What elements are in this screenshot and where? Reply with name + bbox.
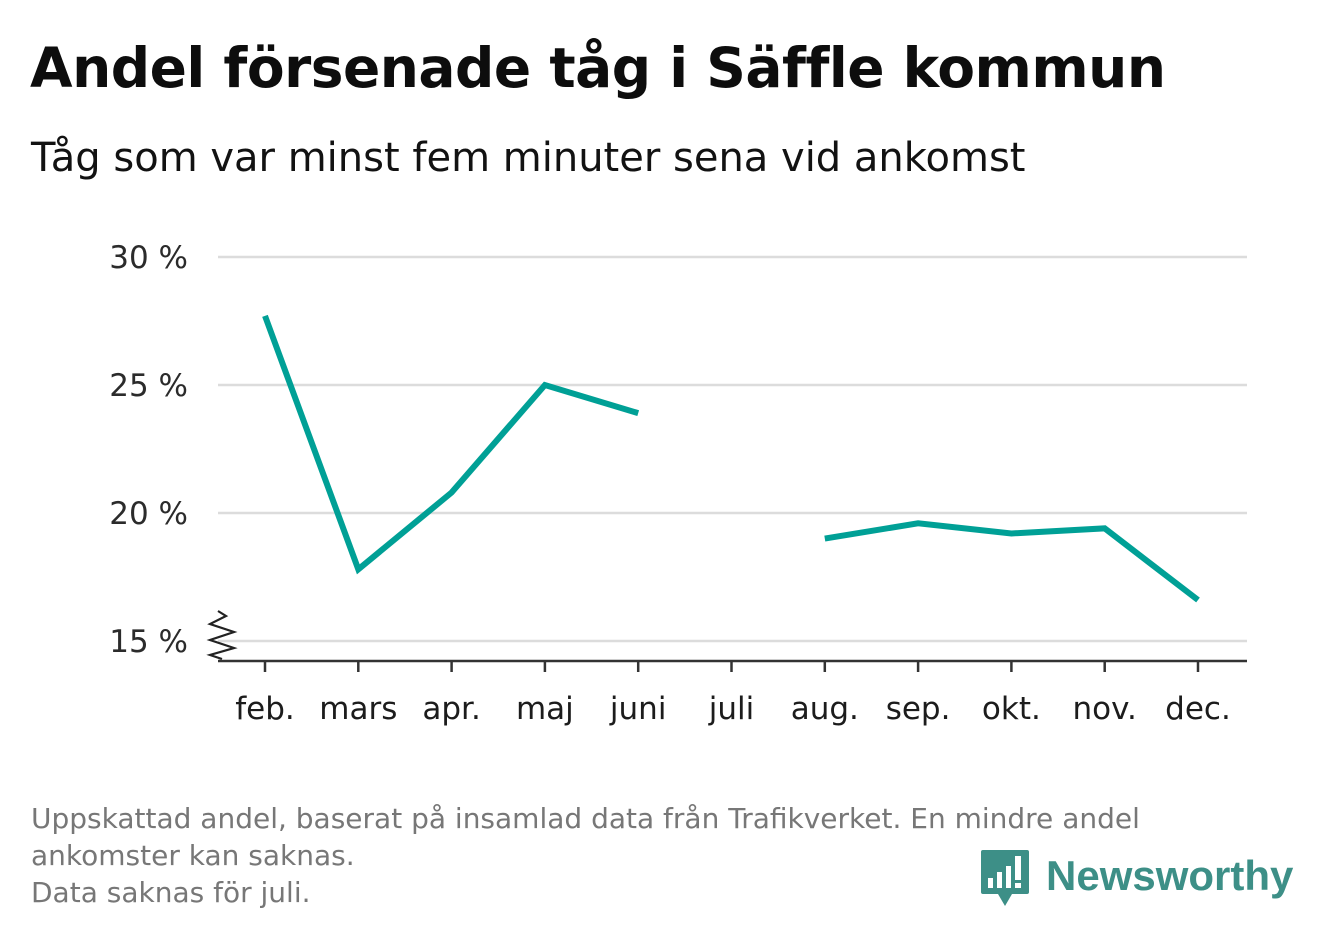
y-tick-label: 25 %: [109, 368, 188, 404]
brand-name: Newsworthy: [1046, 852, 1294, 899]
gridlines: [206, 255, 1247, 661]
series-lines: [262, 314, 1200, 603]
x-tick-label: nov.: [1072, 691, 1136, 727]
series-line: [262, 314, 640, 575]
brand-logo: Newsworthy: [980, 848, 1293, 910]
series-line: [824, 520, 1200, 603]
line-chart: 15 % 20 % 25 % 30 % feb. mars apr. maj juni juli…: [109, 240, 1247, 727]
footnote-line: ankomster kan saknas.: [31, 839, 355, 872]
chart-title: Andel försenade tåg i Säffle kommun: [30, 36, 1166, 100]
x-tick-label: juni: [609, 691, 667, 727]
x-tick-label: apr.: [422, 691, 480, 727]
x-axis: [218, 659, 1247, 672]
x-tick-label: dec.: [1165, 691, 1231, 727]
footnote-line: Uppskattad andel, baserat på insamlad da…: [31, 802, 1140, 835]
bar-chart-speech-bubble-icon: [981, 850, 1029, 906]
chart-subtitle: Tåg som var minst fem minuter sena vid a…: [31, 135, 1026, 181]
x-tick-label: juli: [708, 691, 755, 727]
x-tick-label: okt.: [982, 691, 1041, 727]
y-tick-label: 30 %: [109, 240, 188, 276]
footnote: Uppskattad andel, baserat på insamlad da…: [31, 800, 1281, 911]
axis-break-icon: [206, 610, 238, 661]
x-tick-label: aug.: [791, 691, 859, 727]
y-tick-label: 20 %: [109, 496, 188, 532]
y-tick-label: 15 %: [109, 624, 188, 660]
footnote-line: Data saknas för juli.: [31, 876, 311, 909]
x-tick-label: maj: [516, 691, 574, 727]
x-tick-label: sep.: [886, 691, 951, 727]
x-axis-tick-labels: feb. mars apr. maj juni juli aug. sep. okt. nov. d…: [235, 691, 1231, 727]
x-tick-label: feb.: [235, 691, 295, 727]
y-axis-tick-labels: 15 % 20 % 25 % 30 %: [109, 240, 188, 660]
x-tick-label: mars: [319, 691, 397, 727]
